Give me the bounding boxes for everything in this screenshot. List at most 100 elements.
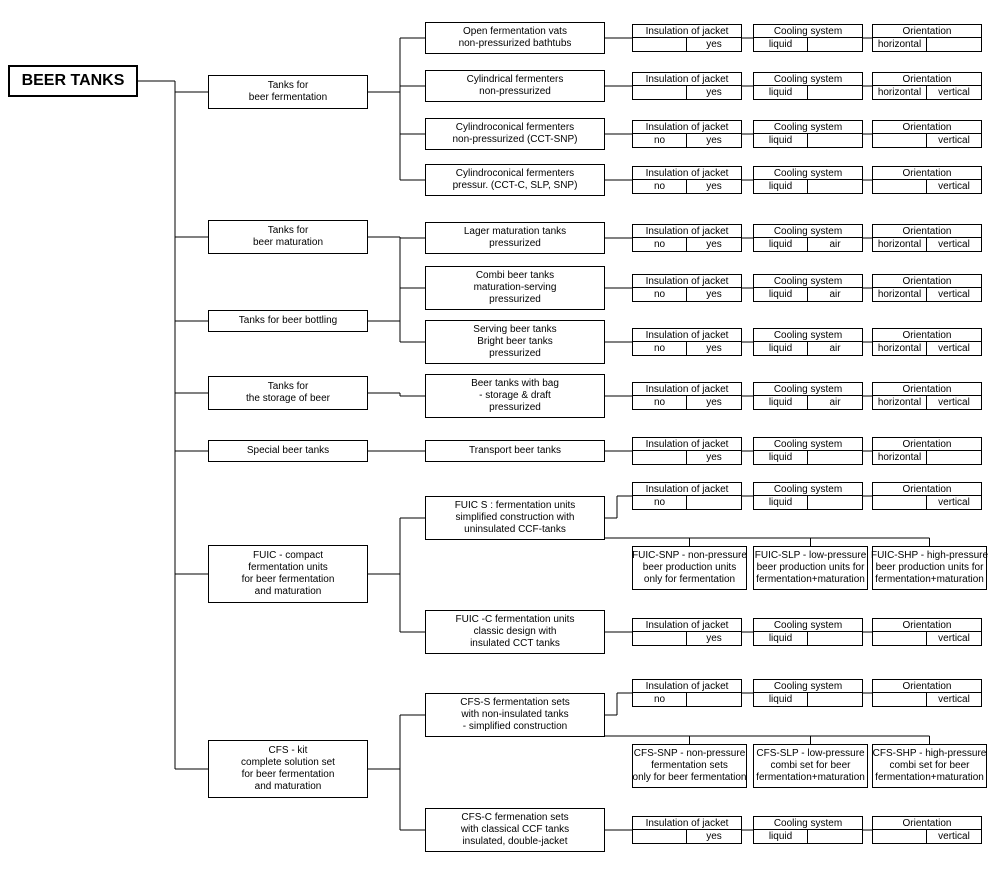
attr-r7-cooling-title: Cooling system <box>753 328 863 342</box>
attr-r13-orientation-right: vertical <box>927 830 982 844</box>
attr-r10-insulation-title: Insulation of jacket <box>632 482 742 496</box>
item-fuic-c: FUIC -C fermentation units classic desig… <box>425 610 605 654</box>
attr-r1-cooling-right <box>808 38 863 52</box>
cat-fuic-l1: FUIC - compact <box>253 550 323 562</box>
attr-r12-cooling-title: Cooling system <box>753 679 863 693</box>
attr-r4-cooling-right <box>808 180 863 194</box>
attr-r10-cooling: Cooling systemliquid <box>753 482 863 510</box>
subitem-cfs-slp: CFS-SLP - low-pressure combi set for bee… <box>753 744 868 788</box>
attr-r4-orientation-left <box>872 180 927 194</box>
item-bright-tanks: Serving beer tanks Bright beer tanks pre… <box>425 320 605 364</box>
cat-spec-l1: Special beer tanks <box>247 445 329 457</box>
attr-r7-insulation: Insulation of jacketnoyes <box>632 328 742 356</box>
f1-l3: only for fermentation <box>644 574 735 586</box>
attr-r10-cooling-left: liquid <box>753 496 808 510</box>
attr-r10-orientation-right: vertical <box>927 496 982 510</box>
attr-r7-orientation: Orientationhorizontalvertical <box>872 328 982 356</box>
attr-r12-insulation-left: no <box>632 693 687 707</box>
attr-r7-orientation-left: horizontal <box>872 342 927 356</box>
attr-r3-insulation: Insulation of jacketnoyes <box>632 120 742 148</box>
attr-r7-orientation-right: vertical <box>927 342 982 356</box>
attr-r8-orientation-right: vertical <box>927 396 982 410</box>
r5-l1: Lager maturation tanks <box>464 226 566 238</box>
attr-r5-cooling-right: air <box>808 238 863 252</box>
f1-l1: FUIC-SNP - non-pressure <box>632 550 747 562</box>
f1-l2: beer production units <box>643 562 736 574</box>
c2-l3: fermentation+maturation <box>756 772 865 784</box>
c1-l3: only for beer fermentation <box>633 772 747 784</box>
r11-l2: classic design with <box>474 626 557 638</box>
attr-r3-orientation-right: vertical <box>927 134 982 148</box>
attr-r4-insulation-left: no <box>632 180 687 194</box>
attr-r6-cooling-right: air <box>808 288 863 302</box>
attr-r4-insulation-right: yes <box>687 180 742 194</box>
r12-l3: - simplified construction <box>463 721 567 733</box>
f2-l2: beer production units for <box>757 562 865 574</box>
attr-r12-insulation-title: Insulation of jacket <box>632 679 742 693</box>
attr-r13-insulation-right: yes <box>687 830 742 844</box>
attr-r10-orientation: Orientationvertical <box>872 482 982 510</box>
cat-ferm-l1: Tanks for <box>268 80 309 92</box>
r7-l3: pressurized <box>489 348 541 360</box>
attr-r10-orientation-left <box>872 496 927 510</box>
item-combi-tanks: Combi beer tanks maturation-serving pres… <box>425 266 605 310</box>
subitem-cfs-shp: CFS-SHP - high-pressure combi set for be… <box>872 744 987 788</box>
attr-r13-insulation-title: Insulation of jacket <box>632 816 742 830</box>
f3-l3: fermentation+maturation <box>875 574 984 586</box>
attr-r9-insulation-left <box>632 451 687 465</box>
attr-r6-insulation-right: yes <box>687 288 742 302</box>
attr-r10-insulation-right <box>687 496 742 510</box>
cat-cfs-l1: CFS - kit <box>269 745 308 757</box>
attr-r9-cooling-left: liquid <box>753 451 808 465</box>
r8-l3: pressurized <box>489 402 541 414</box>
attr-r1-cooling-left: liquid <box>753 38 808 52</box>
attr-r3-orientation-left <box>872 134 927 148</box>
attr-r6-orientation-title: Orientation <box>872 274 982 288</box>
r11-l1: FUIC -C fermentation units <box>456 614 575 626</box>
cat-mat-l1: Tanks for <box>268 225 309 237</box>
category-fermentation: Tanks for beer fermentation <box>208 75 368 109</box>
attr-r11-orientation-right: vertical <box>927 632 982 646</box>
attr-r7-cooling: Cooling systemliquidair <box>753 328 863 356</box>
r6-l3: pressurized <box>489 294 541 306</box>
attr-r8-cooling: Cooling systemliquidair <box>753 382 863 410</box>
item-cct-snp: Cylindroconical fermenters non-pressuriz… <box>425 118 605 150</box>
subitem-fuic-snp: FUIC-SNP - non-pressure beer production … <box>632 546 747 590</box>
cat-bott-l1: Tanks for beer bottling <box>239 315 337 327</box>
attr-r1-cooling: Cooling systemliquid <box>753 24 863 52</box>
attr-r9-cooling-title: Cooling system <box>753 437 863 451</box>
attr-r7-orientation-title: Orientation <box>872 328 982 342</box>
attr-r11-orientation: Orientationvertical <box>872 618 982 646</box>
attr-r13-orientation-left <box>872 830 927 844</box>
r7-l2: Bright beer tanks <box>477 336 553 348</box>
f2-l1: FUIC-SLP - low-pressure <box>755 550 867 562</box>
cat-cfs-l4: and maturation <box>255 781 322 793</box>
attr-r12-orientation-right: vertical <box>927 693 982 707</box>
item-fuic-s: FUIC S : fermentation units simplified c… <box>425 496 605 540</box>
attr-r9-cooling: Cooling systemliquid <box>753 437 863 465</box>
attr-r5-orientation-right: vertical <box>927 238 982 252</box>
item-cyl-fermenters: Cylindrical fermenters non-pressurized <box>425 70 605 102</box>
attr-r11-insulation-title: Insulation of jacket <box>632 618 742 632</box>
c2-l1: CFS-SLP - low-pressure <box>756 748 864 760</box>
attr-r2-cooling: Cooling systemliquid <box>753 72 863 100</box>
attr-r8-cooling-title: Cooling system <box>753 382 863 396</box>
attr-r9-orientation-left: horizontal <box>872 451 927 465</box>
attr-r8-insulation-left: no <box>632 396 687 410</box>
attr-r8-cooling-left: liquid <box>753 396 808 410</box>
item-lager-maturation: Lager maturation tanks pressurized <box>425 222 605 254</box>
attr-r1-insulation-right: yes <box>687 38 742 52</box>
attr-r5-insulation: Insulation of jacketnoyes <box>632 224 742 252</box>
attr-r2-insulation-left <box>632 86 687 100</box>
root-label: BEER TANKS <box>22 71 125 90</box>
attr-r1-insulation: Insulation of jacketyes <box>632 24 742 52</box>
r2-l2: non-pressurized <box>479 86 551 98</box>
c2-l2: combi set for beer <box>770 760 850 772</box>
r3-l2: non-pressurized (CCT-SNP) <box>452 134 577 146</box>
attr-r5-insulation-left: no <box>632 238 687 252</box>
attr-r4-cooling-left: liquid <box>753 180 808 194</box>
attr-r1-insulation-left <box>632 38 687 52</box>
attr-r9-insulation-title: Insulation of jacket <box>632 437 742 451</box>
f3-l1: FUIC-SHP - high-pressure <box>871 550 988 562</box>
attr-r13-cooling-left: liquid <box>753 830 808 844</box>
